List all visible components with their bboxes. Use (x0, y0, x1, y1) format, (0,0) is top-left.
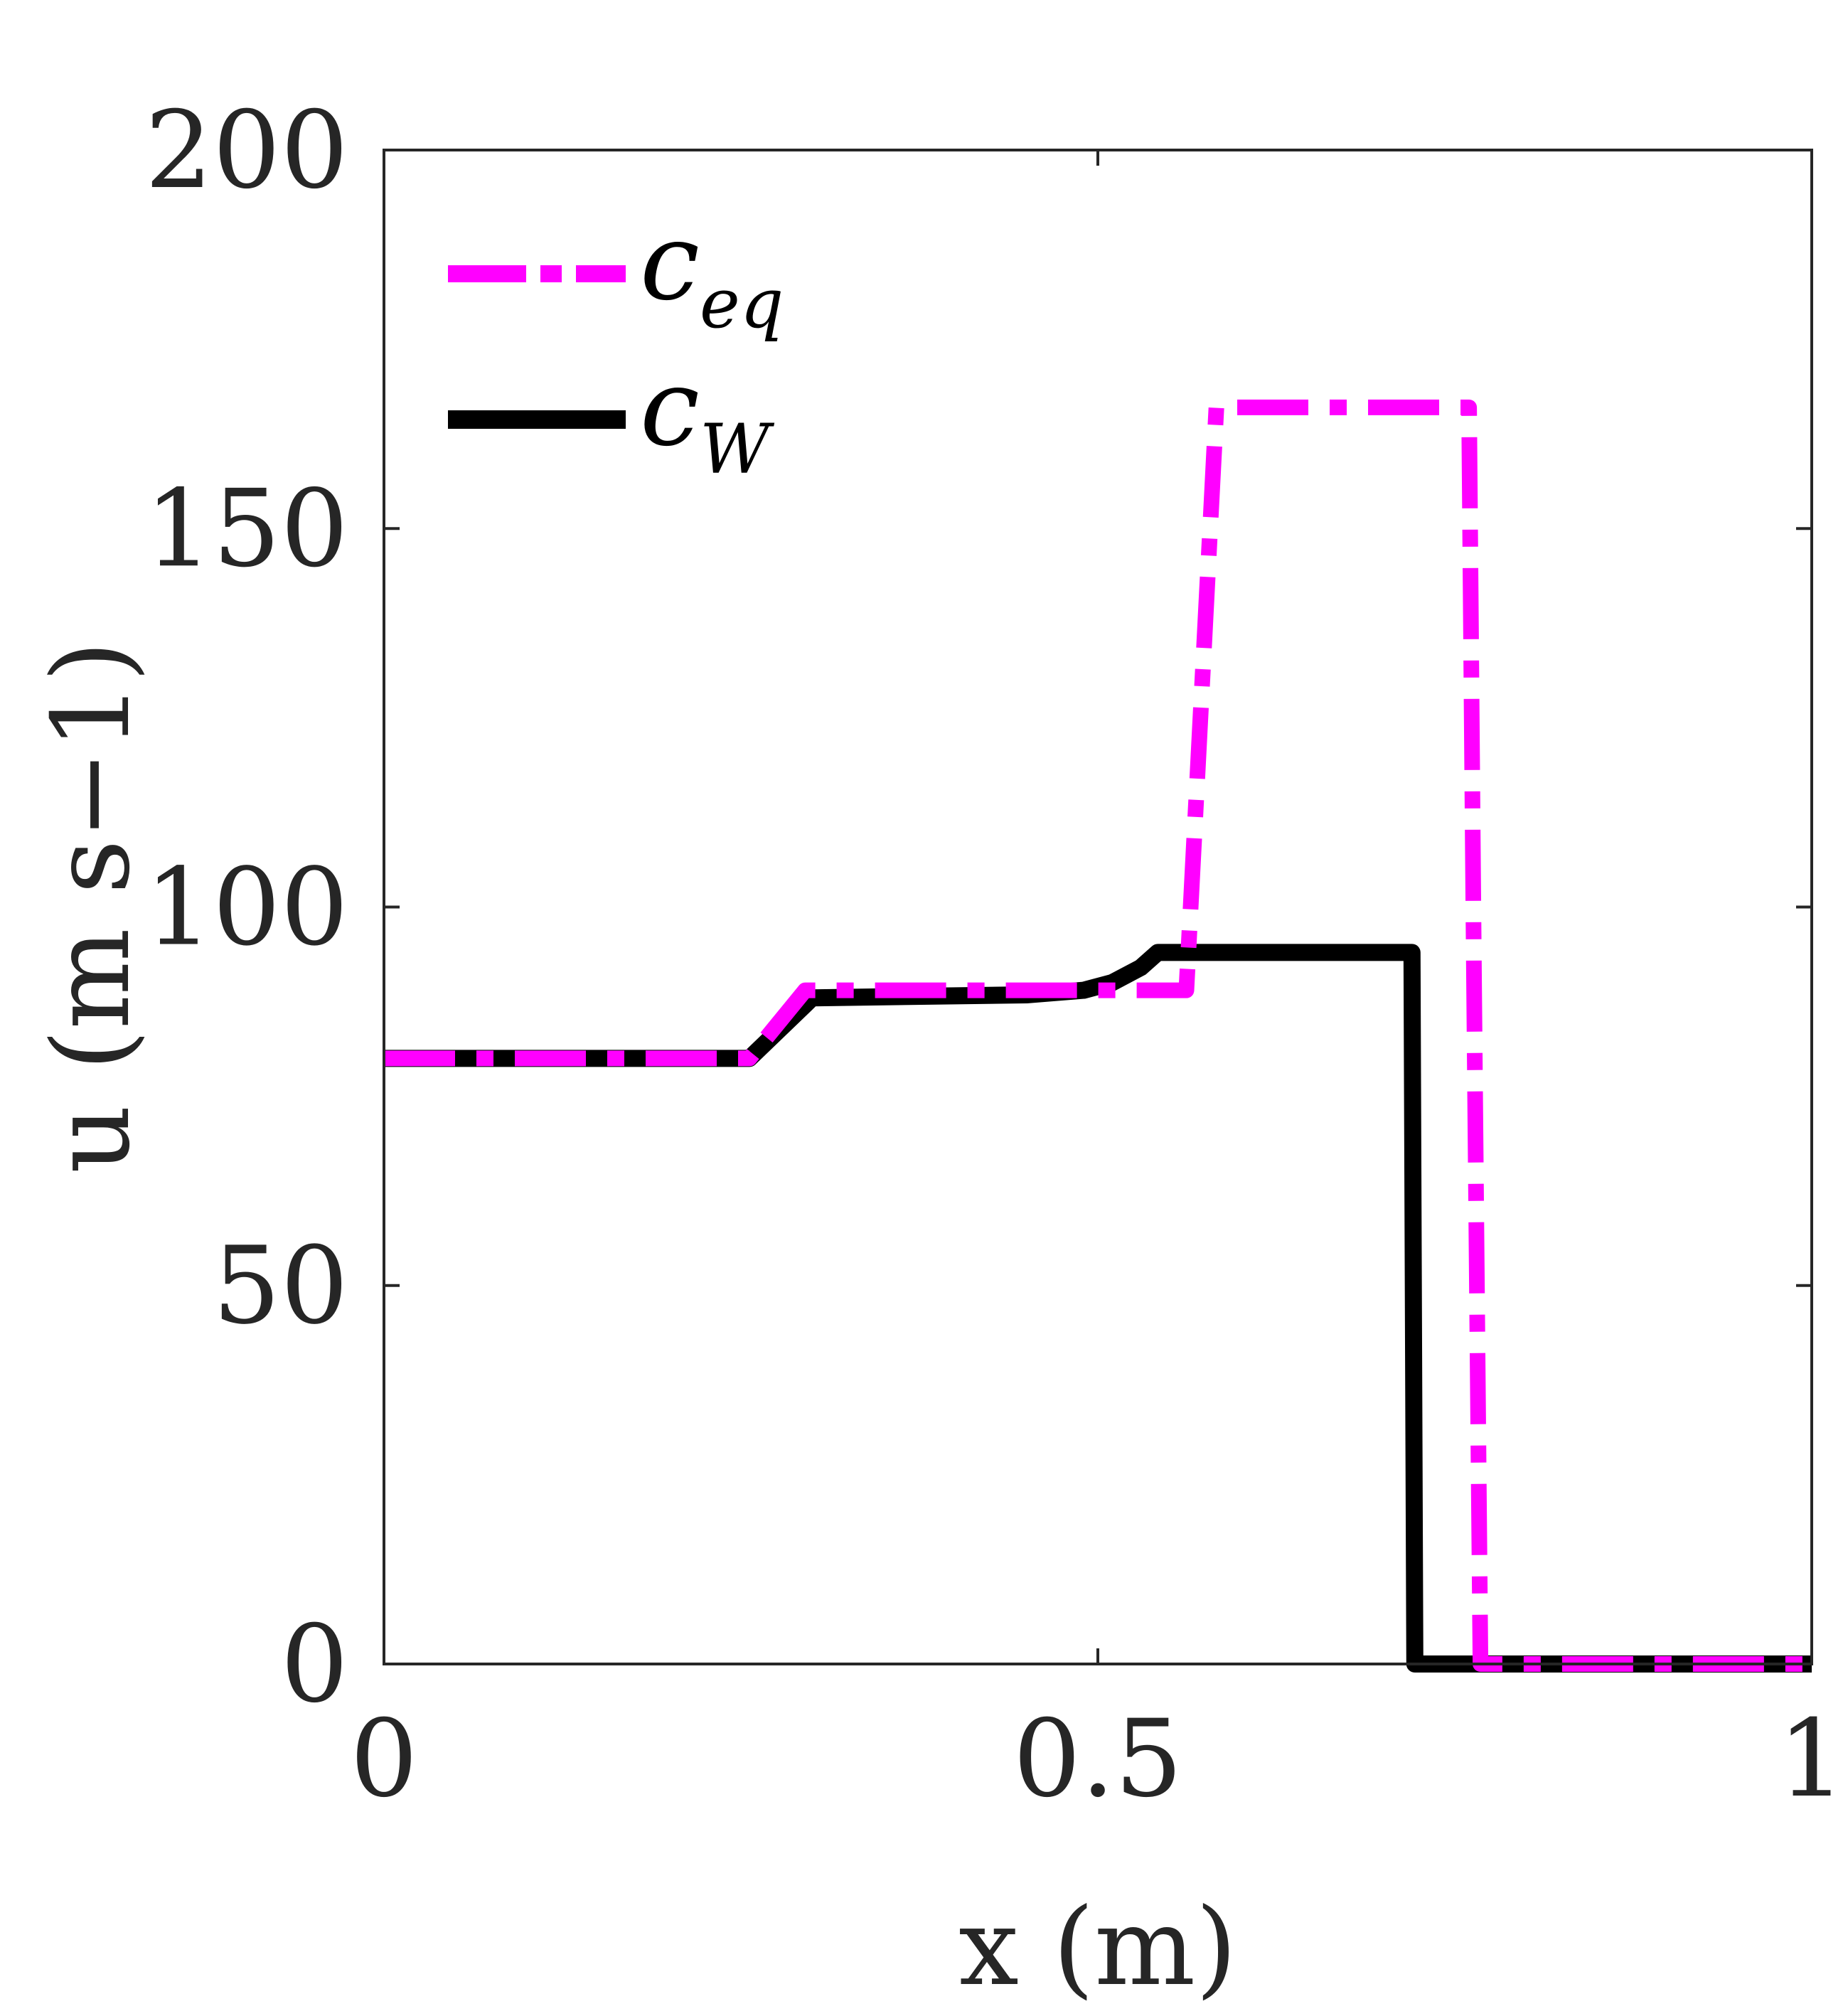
y-tick-label: 0 (281, 1603, 348, 1727)
series-line-eq (384, 399, 1812, 1672)
legend-label-eq: ceq (640, 201, 784, 343)
legend-label-w: cW (640, 346, 775, 489)
y-tick-label: 200 (145, 89, 348, 213)
y-tick-label: 50 (213, 1225, 348, 1348)
legend-label-subscript: eq (700, 264, 784, 343)
y-tick-label: 150 (145, 467, 348, 591)
legend-label-main: c (640, 346, 700, 470)
legend-label-subscript: W (700, 410, 775, 489)
y-tick-label: 100 (145, 846, 348, 970)
x-axis-label: x (m) (958, 1886, 1237, 2010)
x-tick-label: 0.5 (1013, 1697, 1183, 1821)
x-tick-label: 1 (1778, 1697, 1845, 1821)
legend-label-main: c (640, 201, 700, 324)
ticks-layer: 0 0.5 1 0 50 100 150 200 (145, 89, 1846, 1821)
series-layer (384, 399, 1812, 1673)
x-tick-label: 0 (350, 1697, 417, 1821)
y-axis-label: u (m s−1) (30, 641, 154, 1173)
